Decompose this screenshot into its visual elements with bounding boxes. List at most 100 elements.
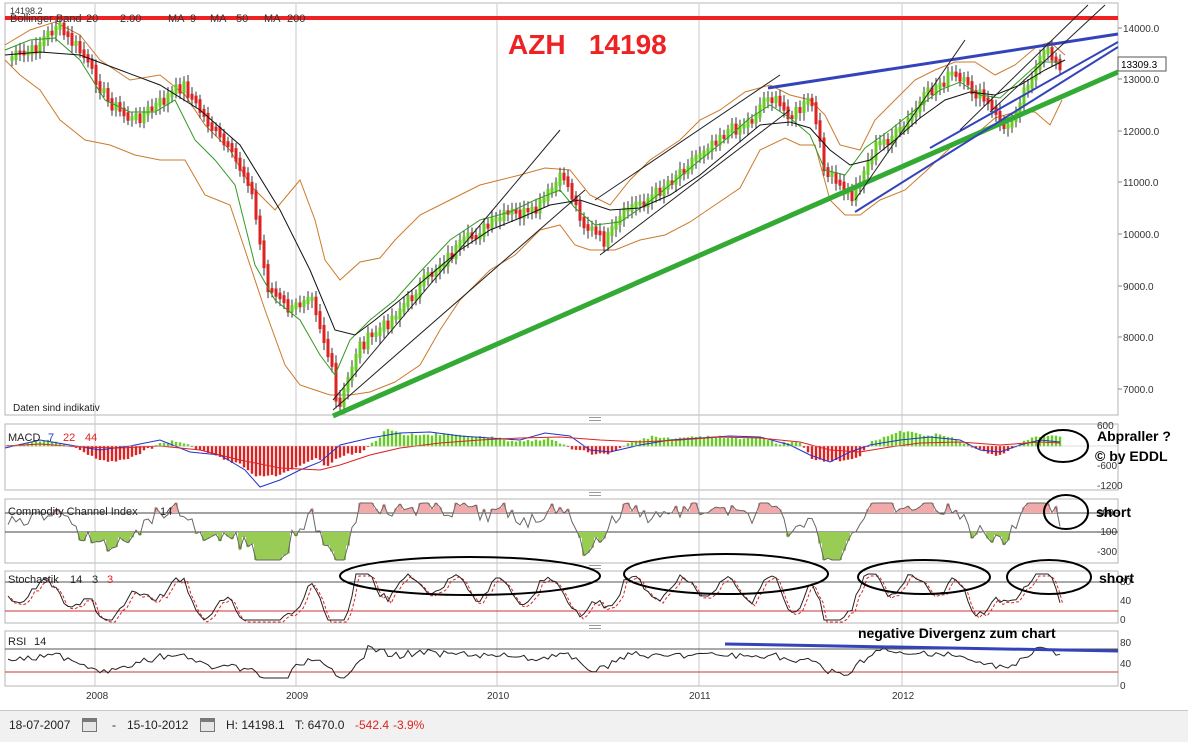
price-candle [311,297,314,301]
svg-text:2.00: 2.00 [120,13,141,25]
price-candle [355,354,358,371]
price-candle [331,353,334,367]
calendar-icon[interactable] [82,718,97,732]
price-candle [963,77,966,82]
price-candle [323,325,326,343]
calendar-icon[interactable] [200,718,215,732]
price-candle [379,327,382,336]
price-candle [563,173,566,181]
change-value: -542.4 [355,718,389,732]
price-candle [15,51,18,61]
cci-overbought-fill [362,503,366,513]
macd-histogram-bar [815,446,817,460]
start-date[interactable]: 18-07-2007 [9,718,70,732]
price-candle [175,84,178,94]
price-candle [731,124,734,134]
price-candle [107,88,110,102]
price-candle [31,45,34,55]
change-percent: -3.9% [393,718,424,732]
macd-tick: -1200 [1097,481,1123,492]
price-candle [367,333,370,350]
price-candle [967,77,970,85]
price-candle [283,295,286,303]
price-candle [875,142,878,161]
price-candle [395,316,398,320]
macd-histogram-bar [735,438,737,447]
macd-histogram-bar [1003,446,1005,453]
macd-histogram-bar [991,446,993,454]
price-candle [639,201,642,205]
macd-histogram-bar [603,446,605,454]
price-candle [487,224,490,229]
macd-histogram-bar [691,436,693,446]
cci-oversold-fill [274,532,278,560]
cci-overbought-fill [718,508,722,513]
macd-histogram-bar [767,440,769,446]
cci-oversold-fill [118,532,122,538]
cci-overbought-fill [626,503,630,513]
svg-text:20: 20 [86,13,98,25]
price-candle [11,56,14,61]
macd-histogram-bar [203,446,205,451]
macd-histogram-bar [935,433,937,446]
price-tick: 14000.0 [1123,24,1160,35]
macd-histogram-bar [235,446,237,462]
splitter-handle[interactable] [589,417,601,418]
macd-histogram-bar [415,435,417,446]
price-candle [79,41,82,53]
price-candle [603,231,606,246]
price-candle [783,102,786,110]
price-candle [179,84,182,93]
price-candle [343,388,346,407]
macd-panel [5,424,1118,490]
macd-histogram-bar [571,446,573,449]
macd-histogram-bar [471,437,473,447]
macd-histogram-bar [379,438,381,447]
price-candle [591,226,594,230]
price-candle [223,133,226,145]
macd-histogram-bar [419,435,421,446]
price-candle [695,155,698,162]
cci-overbought-fill [366,503,370,513]
macd-histogram-bar [643,438,645,446]
splitter-handle[interactable] [589,565,601,566]
macd-histogram-bar [411,433,413,446]
macd-histogram-bar [439,435,441,446]
price-candle [959,73,962,82]
price-tick: 13000.0 [1123,75,1160,86]
macd-histogram-bar [843,446,845,460]
price-candle [839,180,842,186]
splitter-handle[interactable] [589,492,601,493]
price-candle [543,197,546,203]
macd-histogram-bar [663,438,665,447]
cci-overbought-fill [1038,503,1042,513]
price-candle [763,98,766,109]
svg-text:MACD: MACD [8,432,40,444]
price-tick: 7000.0 [1123,385,1154,396]
cci-oversold-fill [250,532,254,544]
price-candle [295,302,298,309]
price-candle [555,182,558,192]
end-date[interactable]: 15-10-2012 [127,718,188,732]
price-candle [715,141,718,146]
price-candle [559,173,562,186]
macd-histogram-bar [255,446,257,476]
price-candle [243,167,246,177]
price-tick: 10000.0 [1123,230,1160,241]
price-candle [215,127,218,131]
price-candle [531,207,534,213]
macd-histogram-bar [803,446,805,448]
cci-oversold-fill [110,532,114,548]
macd-histogram-bar [407,435,409,446]
macd-histogram-bar [955,439,957,446]
splitter-handle[interactable] [589,625,601,626]
macd-histogram-bar [391,431,393,447]
divergence-note: negative Divergenz zum chart [858,625,1056,641]
price-candle [879,141,882,146]
chart-title: AZH 14198 [508,29,667,60]
macd-histogram-bar [383,431,385,446]
macd-histogram-bar [667,437,669,446]
price-candle [815,102,818,124]
price-candle [155,103,158,112]
macd-histogram-bar [1043,437,1045,447]
